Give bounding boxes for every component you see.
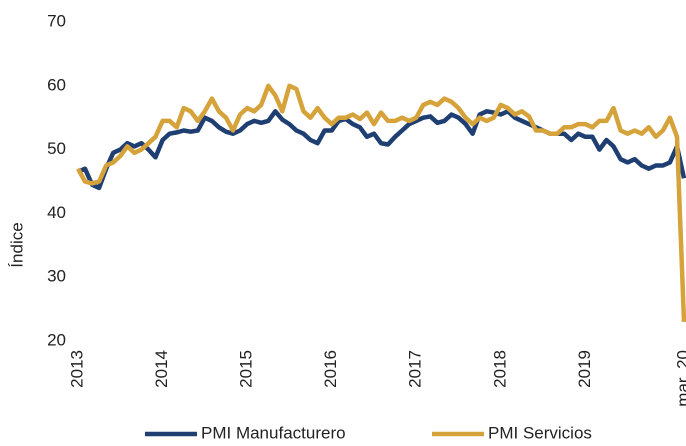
series-line [77, 109, 686, 191]
y-tick-label: 60 [47, 75, 66, 94]
x-tick-label: mar. 20 [673, 350, 686, 407]
x-tick-label: 2018 [490, 350, 509, 388]
x-tick-label: 2019 [575, 350, 594, 388]
y-tick-label: 70 [47, 11, 66, 30]
y-tick-label: 20 [47, 330, 66, 349]
x-tick-label: 2015 [237, 350, 256, 388]
y-tick-label: 50 [47, 139, 66, 158]
legend-label: PMI Servicios [488, 423, 592, 442]
series-line [76, 83, 686, 322]
y-axis-label: Índice [7, 222, 26, 267]
x-tick-label: 2017 [406, 350, 425, 388]
x-tick-label: 2016 [321, 350, 340, 388]
x-tick-label: 2013 [67, 350, 86, 388]
y-tick-label: 30 [47, 267, 66, 286]
y-tick-label: 40 [47, 203, 66, 222]
legend-label: PMI Manufacturero [201, 423, 346, 442]
x-tick-label: 2014 [152, 350, 171, 388]
